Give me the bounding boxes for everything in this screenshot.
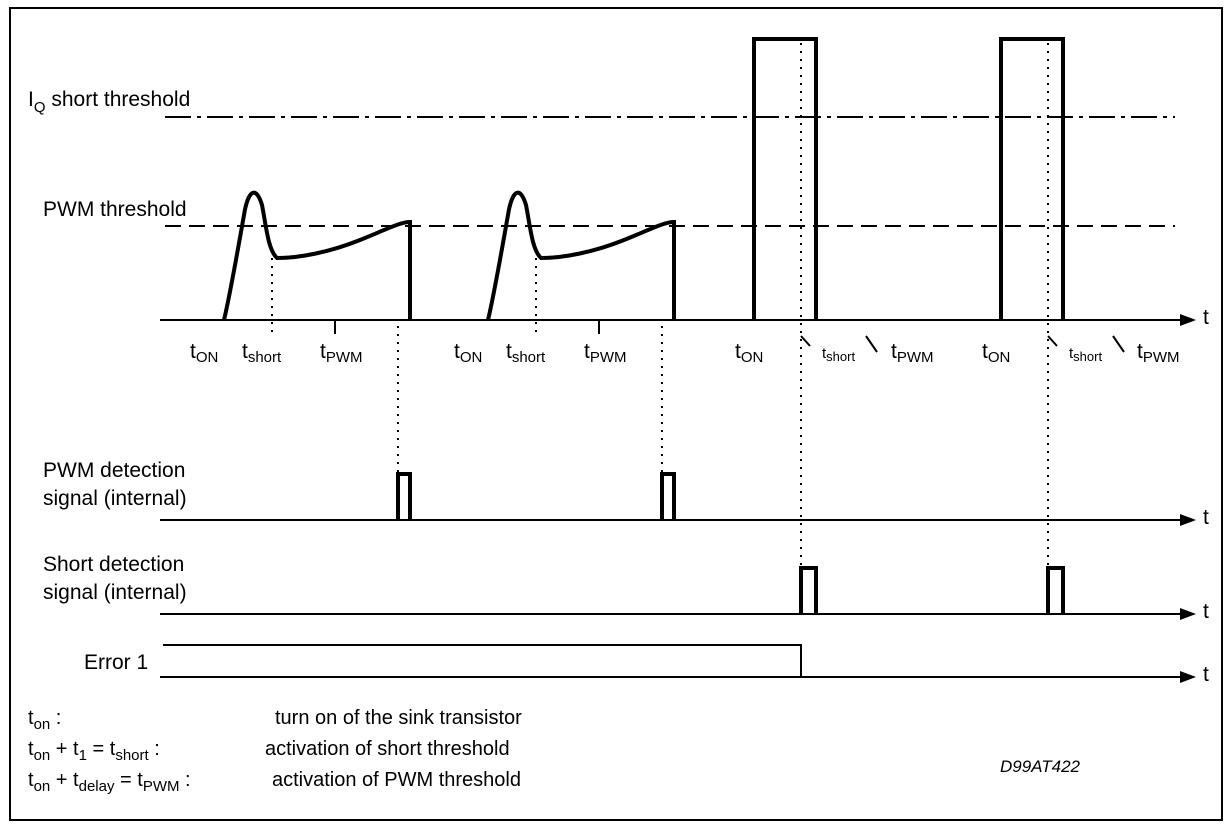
legend-desc-1: turn on of the sink transistor: [275, 707, 522, 729]
error-label: Error 1: [84, 651, 148, 674]
legend-desc-3: activation of PWM threshold: [272, 769, 521, 791]
time-mark-tpwm: tPWM: [1137, 340, 1180, 366]
pwm-threshold-label: PWM threshold: [43, 198, 187, 221]
short-detection-pulse-2: [1046, 566, 1065, 614]
short-detection-pulse-1: [799, 566, 818, 614]
legend-desc-2: activation of short threshold: [265, 738, 510, 760]
time-mark-tshort: tshort: [1069, 345, 1102, 364]
current-axis-t: t: [1203, 306, 1209, 329]
time-mark-ton: tON: [735, 340, 763, 366]
pwm-detection-pulse-2: [660, 472, 676, 520]
tick-mark: [1112, 335, 1125, 353]
error-axis-arrow: [1180, 671, 1196, 683]
time-mark-ton: tON: [190, 340, 218, 366]
time-mark-ton: tON: [454, 340, 482, 366]
pwm-detection-axis-arrow: [1180, 514, 1196, 526]
pwm-detection-pulse-1: [396, 472, 412, 520]
current-waveform-2: [486, 190, 676, 321]
current-waveform-3: [752, 37, 818, 320]
diagram-frame: [9, 7, 1223, 821]
time-mark-tshort: tshort: [506, 340, 546, 366]
error-signal: [163, 644, 802, 677]
time-mark-tpwm: tPWM: [891, 340, 934, 366]
time-mark-tshort: tshort: [822, 345, 855, 364]
legend-term-3: ton + tdelay = tPWM :: [28, 769, 191, 795]
diagram-code: D99AT422: [1000, 757, 1081, 776]
current-waveform-4: [999, 37, 1065, 320]
pwm-detection-axis-t: t: [1203, 506, 1209, 529]
short-detection-label-line1: Short detection: [43, 553, 184, 576]
short-detection-axis-arrow: [1180, 608, 1196, 620]
time-mark-ton: tON: [982, 340, 1010, 366]
time-mark-tshort: tshort: [242, 340, 282, 366]
tick-mark: [1047, 335, 1058, 347]
pwm-detection-label-line1: PWM detection: [43, 459, 185, 482]
tick-mark: [865, 335, 878, 353]
pwm-detection-label-line2: signal (internal): [43, 487, 187, 510]
time-mark-tpwm: tPWM: [584, 340, 627, 366]
short-detection-label-line2: signal (internal): [43, 581, 187, 604]
current-waveform-1: [222, 190, 412, 321]
tick-mark: [800, 335, 811, 347]
iq-threshold-label: IQ short threshold: [28, 88, 190, 116]
legend-term-1: ton :: [28, 707, 61, 733]
legend-term-2: ton + t1 = tshort :: [28, 738, 160, 764]
short-detection-axis-t: t: [1203, 600, 1209, 623]
time-mark-tpwm: tPWM: [320, 340, 363, 366]
error-axis-t: t: [1203, 663, 1209, 686]
current-axis-arrow: [1180, 314, 1196, 326]
